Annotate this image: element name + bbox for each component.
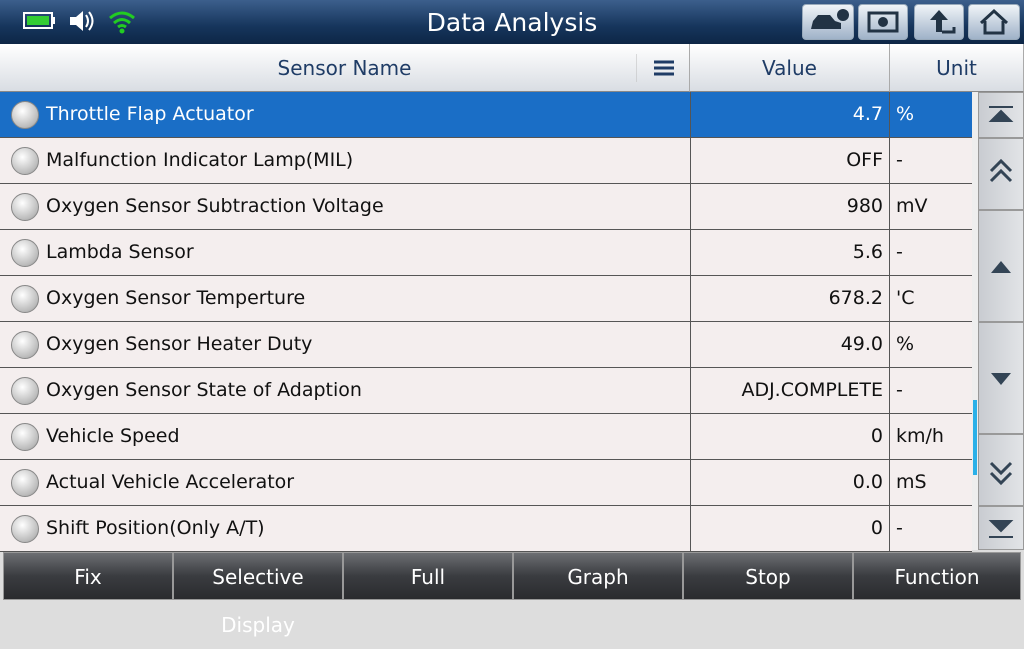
sensor-name: Actual Vehicle Accelerator xyxy=(46,471,295,493)
scrollbar xyxy=(972,92,978,550)
radio-button[interactable] xyxy=(11,101,39,129)
screenshot-button[interactable] xyxy=(858,4,908,40)
table-row[interactable]: Shift Position(Only A/T) 0- xyxy=(0,506,972,552)
sensor-name: Vehicle Speed xyxy=(46,425,180,447)
footer-button[interactable]: Selective Display xyxy=(173,552,343,637)
column-label: Sensor Name xyxy=(277,56,412,80)
table-row[interactable]: Actual Vehicle Accelerator 0.0 mS xyxy=(0,460,972,506)
menu-icon[interactable] xyxy=(636,52,680,84)
sensor-unit: % xyxy=(896,333,915,355)
scroll-bottom-button[interactable] xyxy=(978,506,1024,550)
table-row[interactable]: Vehicle Speed 0 km/h xyxy=(0,414,972,460)
scroll-top-button[interactable] xyxy=(978,92,1024,138)
radio-button[interactable] xyxy=(11,147,39,175)
table-row[interactable]: Malfunction Indicator Lamp(MIL) OFF - xyxy=(0,138,972,184)
table-row[interactable]: Oxygen Sensor Temperture 678.2 'C xyxy=(0,276,972,322)
line-down-button[interactable] xyxy=(978,322,1024,434)
footer-button[interactable]: Stop xyxy=(683,552,853,600)
radio-button[interactable] xyxy=(11,285,39,313)
table-row[interactable]: Oxygen Sensor State of Adaption ADJ.COMPL… xyxy=(0,368,972,414)
sensor-unit: % xyxy=(896,103,915,125)
title: Data Analysis xyxy=(426,8,598,37)
sensor-name: Lambda Sensor xyxy=(46,241,194,263)
table-row[interactable]: Throttle Flap Actuator 4.7% xyxy=(0,92,972,138)
radio-button[interactable] xyxy=(11,469,39,497)
footer-button[interactable]: Fix xyxy=(3,552,173,600)
sensor-unit: - xyxy=(896,241,903,263)
vehicle-info-button[interactable] xyxy=(802,4,854,40)
sensor-value: 0 xyxy=(690,506,890,551)
sensor-value: 4.7 xyxy=(690,92,890,137)
sensor-value: 49.0 xyxy=(690,322,890,367)
sensor-value: 980 xyxy=(690,184,890,229)
sensor-value: 678.2 xyxy=(690,276,890,321)
sensor-value: 0.0 xyxy=(690,460,890,505)
footer-button[interactable]: Graph xyxy=(513,552,683,600)
column-header: Unit xyxy=(890,44,1024,92)
table-row[interactable]: Oxygen Sensor Heater Duty 49.0% xyxy=(0,322,972,368)
sensor-unit: - xyxy=(896,379,903,401)
sensor-unit: - xyxy=(896,149,903,171)
sensor-name: Oxygen Sensor State of Adaption xyxy=(46,379,362,401)
sensor-value: 0 xyxy=(690,414,890,459)
sensor-unit: 'C xyxy=(896,287,915,309)
page-up-button[interactable] xyxy=(978,138,1024,210)
sensor-name: Malfunction Indicator Lamp(MIL) xyxy=(46,149,354,171)
table-row[interactable]: Lambda Sensor 5.6- xyxy=(0,230,972,276)
page-down-button[interactable] xyxy=(978,434,1024,506)
sensor-unit: - xyxy=(896,517,903,539)
radio-button[interactable] xyxy=(11,377,39,405)
scroll-thumb[interactable] xyxy=(973,400,977,475)
sensor-name: Oxygen Sensor Subtraction Voltage xyxy=(46,195,384,217)
home-button[interactable] xyxy=(968,4,1020,40)
sensor-name: Oxygen Sensor Temperture xyxy=(46,287,306,309)
sensor-value: ADJ.COMPLETE xyxy=(690,368,890,413)
footer-button[interactable]: Function xyxy=(853,552,1021,600)
sensor-name: Shift Position(Only A/T) xyxy=(46,517,265,539)
sensor-unit: km/h xyxy=(896,425,944,447)
sensor-unit: mV xyxy=(896,195,928,217)
sensor-value: OFF xyxy=(690,138,890,183)
radio-button[interactable] xyxy=(11,331,39,359)
sensor-name: Throttle Flap Actuator xyxy=(46,103,254,125)
column-header: Value xyxy=(690,44,890,92)
back-button[interactable] xyxy=(914,4,964,40)
radio-button[interactable] xyxy=(11,239,39,267)
radio-button[interactable] xyxy=(11,423,39,451)
table-row[interactable]: Oxygen Sensor Subtraction Voltage 980 mV xyxy=(0,184,972,230)
sensor-unit: mS xyxy=(896,471,927,493)
column-header: Sensor Name xyxy=(0,44,690,92)
line-up-button[interactable] xyxy=(978,210,1024,322)
footer-button[interactable]: Full xyxy=(343,552,513,600)
sensor-name: Oxygen Sensor Heater Duty xyxy=(46,333,313,355)
radio-button[interactable] xyxy=(11,193,39,221)
top-bar: Data Analysis xyxy=(0,0,1024,44)
radio-button[interactable] xyxy=(11,515,39,543)
status-icons xyxy=(23,11,135,34)
sensor-value: 5.6 xyxy=(690,230,890,275)
